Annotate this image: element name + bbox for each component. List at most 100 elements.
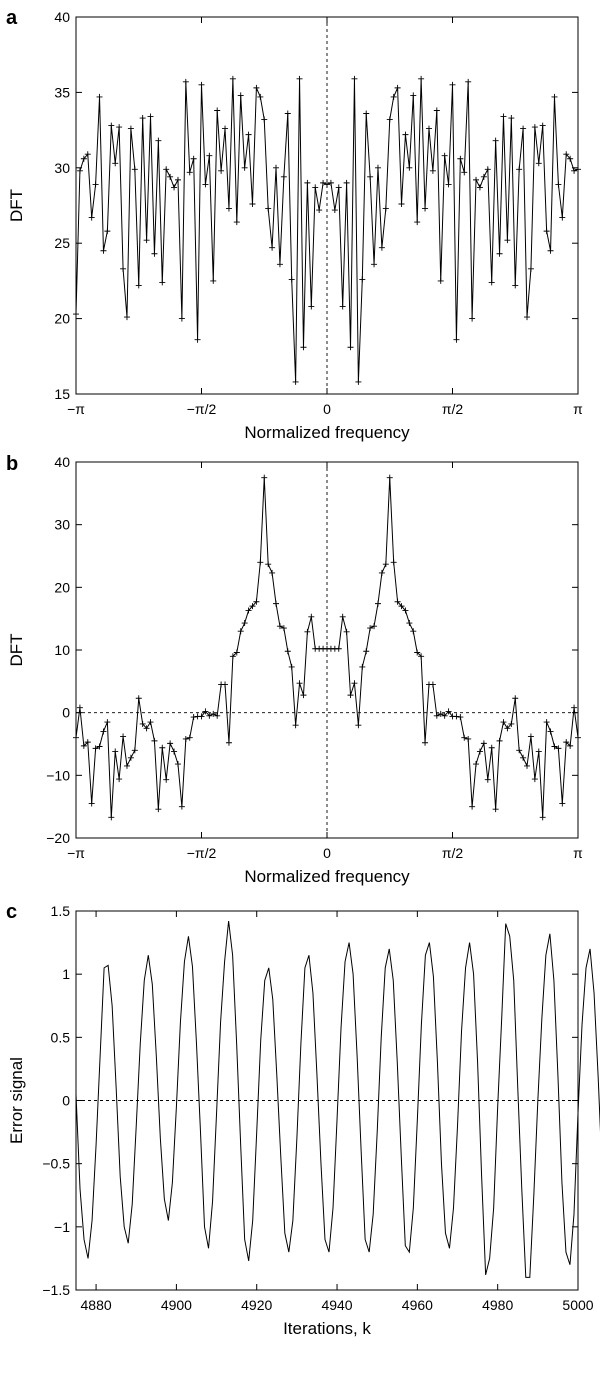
data-point-marker [488,744,495,751]
data-point-marker [555,181,562,188]
panel-b: b −π −π/2 0 π/2 π −20 −10 0 10 20 30 40 Normalized f… [6,453,583,886]
data-point-marker [269,569,276,576]
data-point-marker [394,84,401,91]
data-point-marker [543,719,550,726]
data-point-marker [347,692,354,699]
data-point-marker [206,712,213,719]
data-point-marker [516,747,523,754]
data-point-marker [484,166,491,173]
data-point-marker [374,600,381,607]
data-point-marker [304,628,311,635]
data-point-marker [382,561,389,568]
y-tick-label: 1 [62,966,70,982]
data-point-marker [88,800,95,807]
data-point-marker [131,166,138,173]
data-point-marker [492,137,499,144]
data-point-marker [210,710,217,717]
data-point-marker [292,722,299,729]
data-point-marker [253,84,260,91]
data-point-marker [343,628,350,635]
data-point-marker [367,625,374,632]
data-point-marker [135,282,142,289]
data-point-marker [473,761,480,768]
data-point-marker [202,181,209,188]
y-tick-label: 40 [54,454,70,470]
y-tick-label: 0.5 [51,1029,71,1045]
data-point-marker [269,244,276,251]
data-point-marker [504,237,511,244]
x-tick-label: 0 [323,401,331,417]
data-point-marker [378,569,385,576]
y-axis-title: DFT [7,633,26,666]
data-point-marker [363,648,370,655]
data-point-marker [539,122,546,129]
data-point-marker [108,122,115,129]
data-point-marker [104,719,111,726]
data-point-marker [151,250,158,257]
data-point-marker [535,748,542,755]
data-point-marker [461,169,468,176]
y-tick-label: −10 [46,767,70,783]
data-point-marker [237,92,244,99]
data-point-marker [229,75,236,82]
data-point-marker [300,344,307,351]
data-point-marker [402,131,409,138]
data-point-marker [355,378,362,385]
data-point-marker [531,124,538,131]
panel-a: a −π −π/2 0 π/2 π 15 20 25 30 35 40 Normalized freq… [6,7,583,442]
data-point-marker [261,474,268,481]
data-point-marker [476,184,483,191]
data-point-marker [457,714,464,721]
data-point-marker [437,277,444,284]
data-point-marker [120,733,127,740]
y-tick-label: 35 [54,84,70,100]
data-point-marker [445,708,452,715]
x-tick-label: 4880 [81,1297,112,1313]
data-point-marker [339,613,346,620]
y-tick-label: 0 [62,1093,70,1109]
data-point-marker [406,620,413,627]
data-point-marker [116,124,123,131]
x-tick-label: −π [67,845,85,861]
data-point-marker [123,314,130,321]
data-point-marker [265,561,272,568]
data-point-marker [206,152,213,159]
data-point-marker [359,276,366,283]
data-point-marker [80,155,87,162]
data-point-marker [527,733,534,740]
data-point-marker [422,739,429,746]
data-point-marker [159,744,166,751]
data-point-marker [139,115,146,122]
data-point-marker [308,303,315,310]
data-point-marker [308,613,315,620]
data-point-marker [112,160,119,167]
data-point-marker [159,279,166,286]
data-point-marker [351,680,358,687]
data-point-marker [398,603,405,610]
data-point-marker [531,776,538,783]
data-point-marker [571,167,578,174]
data-point-marker [163,166,170,173]
data-point-marker [414,219,421,226]
data-point-marker [143,725,150,732]
data-point-marker [194,336,201,343]
data-point-marker [257,93,264,100]
data-point-marker [135,695,142,702]
data-point-marker [108,814,115,821]
data-point-marker [386,116,393,123]
data-point-marker [374,164,381,171]
data-point-marker [429,681,436,688]
x-tick-label: 0 [323,845,331,861]
y-tick-label: 30 [54,517,70,533]
data-point-marker [127,125,134,132]
data-point-marker [441,152,448,159]
data-point-marker [120,265,127,272]
data-point-marker [76,167,83,174]
y-tick-label: −0.5 [42,1156,70,1172]
data-point-marker [453,713,460,720]
data-point-marker [96,93,103,100]
data-point-marker [147,719,154,726]
y-axis-title: Error signal [7,1057,26,1144]
data-point-marker [163,776,170,783]
